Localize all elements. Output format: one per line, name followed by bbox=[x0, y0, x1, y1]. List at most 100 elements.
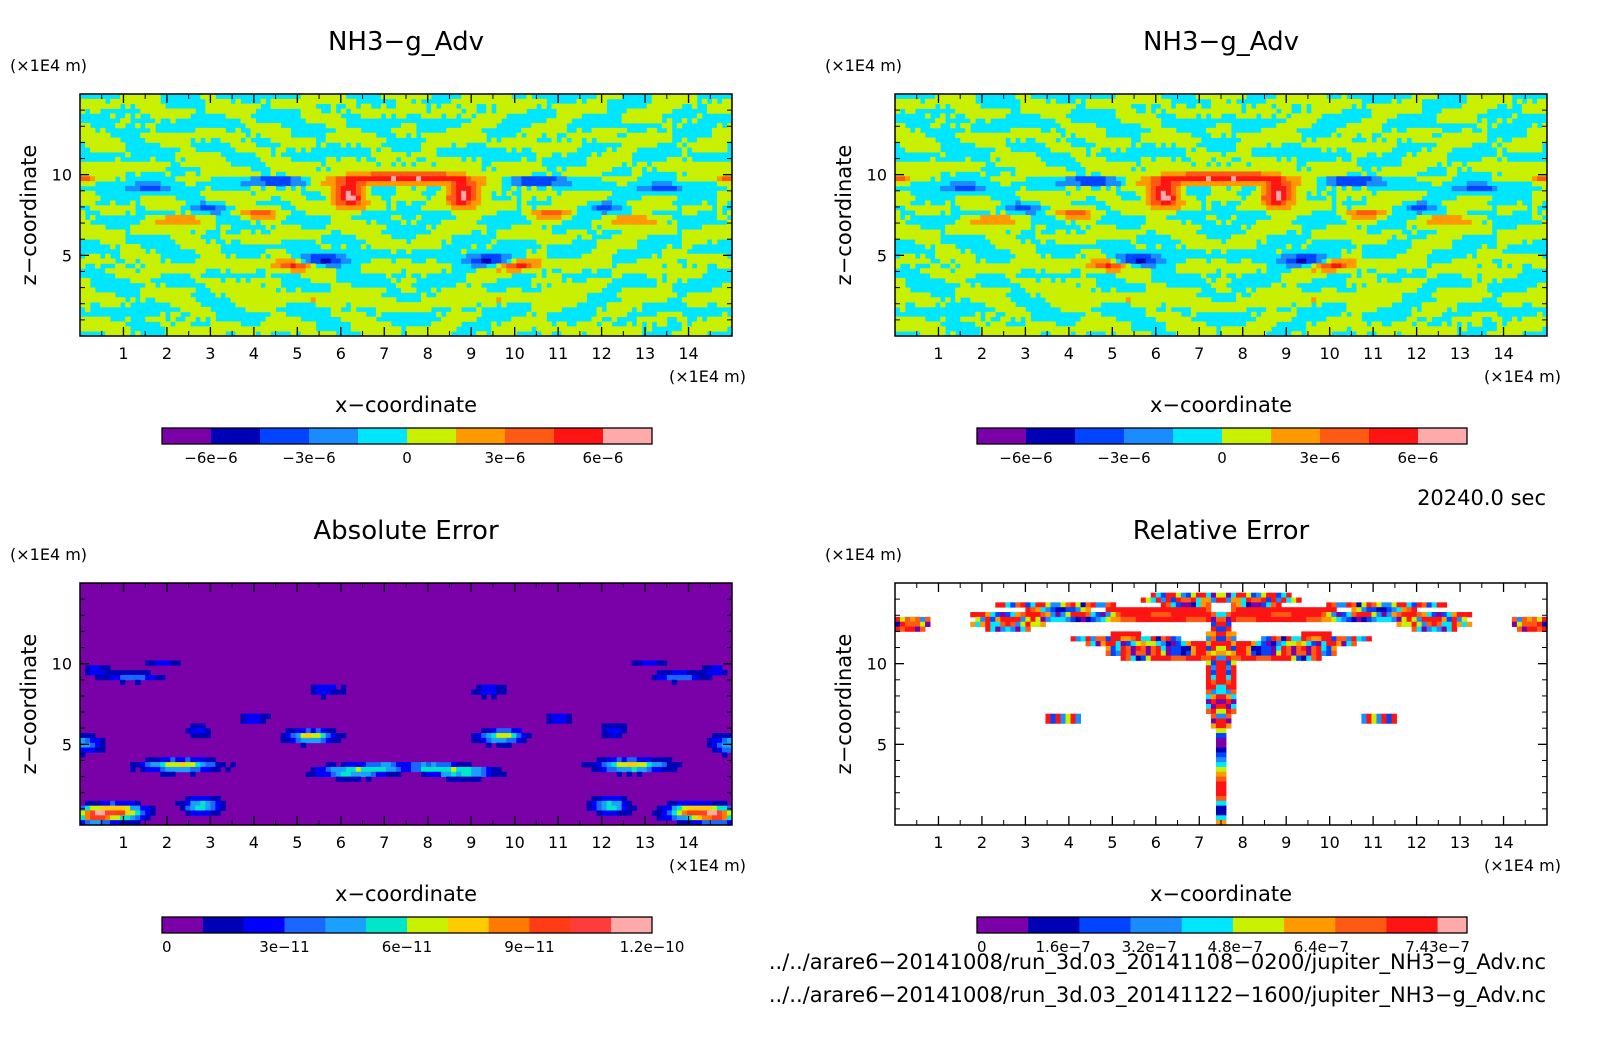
field-cell bbox=[330, 132, 337, 138]
field-cell bbox=[315, 176, 322, 182]
field-cell bbox=[451, 311, 457, 318]
field-cell bbox=[205, 137, 211, 143]
field-cell bbox=[1085, 297, 1091, 303]
field-cell bbox=[255, 181, 261, 187]
field-cell bbox=[190, 132, 196, 138]
field-cell bbox=[1020, 277, 1026, 284]
field-cell bbox=[205, 244, 211, 250]
field-cell bbox=[225, 234, 231, 240]
field-cell bbox=[716, 147, 723, 153]
field-cell bbox=[1060, 118, 1066, 124]
field-cell bbox=[335, 94, 342, 100]
field-cell bbox=[556, 103, 562, 109]
field-cell bbox=[135, 103, 141, 109]
field-cell bbox=[431, 326, 437, 332]
field-cell bbox=[1085, 190, 1091, 197]
field-cell bbox=[1110, 195, 1117, 201]
field-cell bbox=[365, 176, 372, 182]
field-cell bbox=[631, 292, 638, 298]
field-cell bbox=[150, 127, 156, 134]
field-cell bbox=[230, 132, 236, 138]
field-cell bbox=[285, 98, 292, 105]
field-cell bbox=[325, 273, 332, 279]
field-cell bbox=[1030, 156, 1036, 163]
field-cell bbox=[360, 316, 367, 322]
field-cell bbox=[566, 215, 572, 221]
field-cell bbox=[230, 292, 236, 298]
field-cell bbox=[571, 287, 577, 293]
field-cell bbox=[1070, 297, 1076, 303]
field-cell bbox=[210, 98, 216, 105]
field-cell bbox=[250, 142, 256, 148]
field-cell bbox=[340, 98, 347, 105]
field-cell bbox=[125, 166, 131, 172]
field-cell bbox=[651, 118, 658, 124]
field-cell bbox=[646, 258, 653, 264]
field-cell bbox=[160, 219, 166, 226]
field-cell bbox=[310, 205, 317, 211]
field-cell bbox=[235, 326, 241, 332]
field-cell bbox=[421, 205, 427, 211]
field-cell bbox=[390, 152, 397, 158]
field-cell bbox=[330, 224, 337, 230]
field-cell bbox=[631, 171, 638, 177]
field-cell bbox=[970, 263, 976, 269]
field-cell bbox=[536, 181, 542, 187]
field-cell bbox=[390, 176, 397, 182]
field-cell bbox=[100, 137, 106, 143]
field-cell bbox=[400, 258, 407, 264]
field-cell bbox=[541, 263, 547, 269]
field-cell bbox=[350, 98, 357, 105]
field-cell bbox=[1085, 98, 1091, 105]
field-cell bbox=[925, 321, 931, 327]
field-cell bbox=[501, 263, 507, 269]
field-cell bbox=[340, 94, 347, 100]
field-cell bbox=[436, 292, 442, 298]
field-cell bbox=[446, 113, 452, 119]
field-cell bbox=[526, 253, 532, 259]
field-cell bbox=[636, 210, 643, 216]
field-cell bbox=[501, 113, 507, 119]
field-cell bbox=[1040, 200, 1046, 206]
field-cell bbox=[566, 166, 572, 172]
field-cell bbox=[255, 210, 261, 216]
field-cell bbox=[90, 103, 96, 109]
field-cell bbox=[1055, 277, 1061, 284]
field-cell bbox=[945, 248, 951, 255]
field-cell bbox=[970, 287, 976, 293]
field-cell bbox=[716, 137, 723, 143]
field-cell bbox=[671, 98, 678, 105]
field-cell bbox=[641, 113, 648, 119]
field-cell bbox=[436, 311, 442, 318]
field-cell bbox=[1040, 166, 1046, 172]
field-cell bbox=[215, 248, 221, 255]
field-cell bbox=[546, 302, 552, 308]
field-cell bbox=[355, 311, 362, 318]
field-cell bbox=[195, 258, 201, 264]
field-cell bbox=[915, 316, 921, 322]
field-cell bbox=[275, 258, 282, 264]
field-cell bbox=[365, 195, 372, 201]
field-cell bbox=[160, 321, 166, 327]
field-cell bbox=[285, 316, 292, 322]
field-cell bbox=[85, 306, 91, 313]
field-cell bbox=[920, 166, 926, 172]
field-cell bbox=[1075, 239, 1081, 245]
field-cell bbox=[421, 297, 427, 303]
field-cell bbox=[666, 123, 673, 129]
field-cell bbox=[955, 273, 961, 279]
field-cell bbox=[411, 326, 417, 332]
field-cell bbox=[726, 161, 733, 167]
field-cell bbox=[576, 263, 582, 269]
field-cell bbox=[661, 215, 668, 221]
field-cell bbox=[561, 287, 567, 293]
field-cell bbox=[1005, 263, 1011, 269]
field-cell bbox=[205, 277, 211, 284]
field-cell bbox=[546, 229, 552, 235]
field-cell bbox=[280, 181, 287, 187]
field-cell bbox=[611, 239, 618, 245]
field-cell bbox=[395, 132, 402, 138]
field-cell bbox=[726, 219, 733, 226]
field-cell bbox=[105, 331, 111, 337]
field-cell bbox=[195, 326, 201, 332]
